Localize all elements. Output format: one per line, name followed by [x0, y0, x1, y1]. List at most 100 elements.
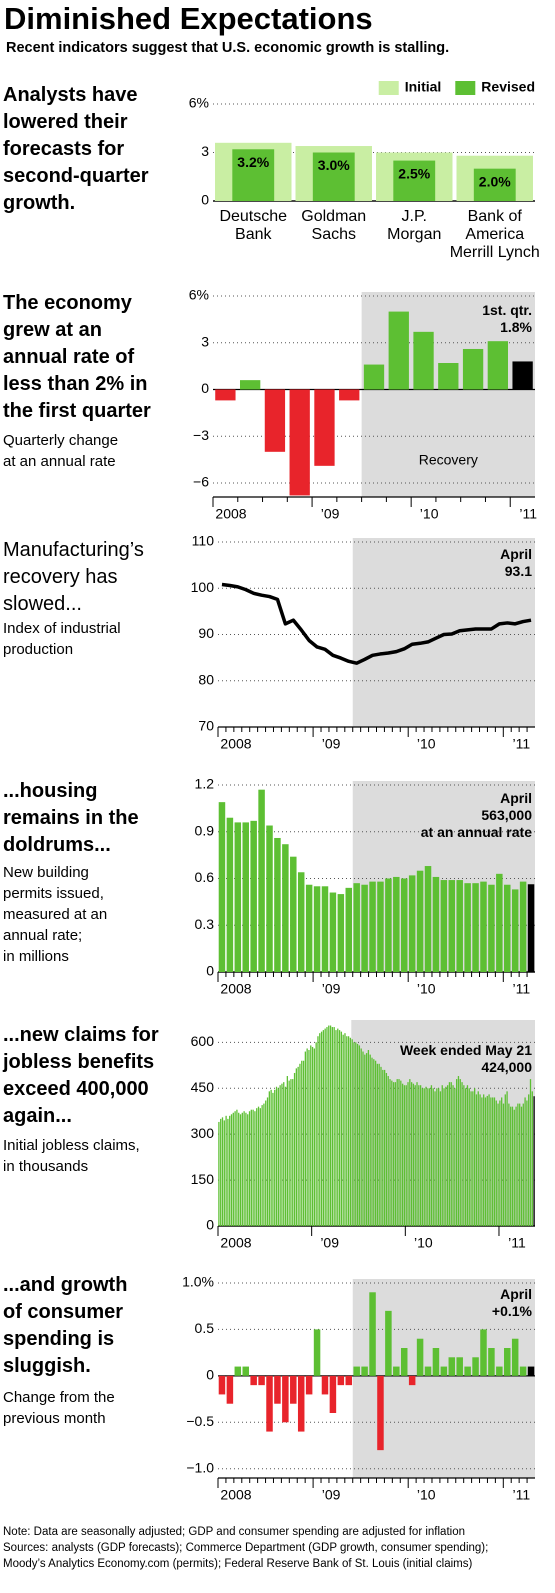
bar [362, 1051, 364, 1226]
bar [360, 1048, 362, 1226]
bar [488, 884, 495, 972]
bar [519, 881, 527, 972]
bar [456, 1079, 458, 1226]
shade-label: Recovery [419, 452, 478, 468]
bar [230, 1114, 233, 1226]
bar [416, 1082, 418, 1226]
y-tick-label: 450 [191, 1079, 215, 1095]
bar [486, 1095, 488, 1226]
bar [289, 389, 310, 496]
bar [319, 1033, 321, 1226]
x-tick-label: 2008 [220, 1487, 251, 1503]
bar [428, 1088, 431, 1226]
bar [227, 1118, 229, 1226]
bar [408, 1375, 416, 1386]
bar [409, 1079, 411, 1226]
bar [331, 1027, 334, 1226]
bar [396, 1079, 398, 1226]
y-tick-label: 0 [206, 1217, 214, 1233]
bar [321, 1375, 329, 1395]
x-tick-label: Bank of America Merrill Lynch [449, 208, 540, 261]
bar [286, 1076, 288, 1226]
bar [339, 389, 360, 401]
x-tick-label: ’10 [420, 506, 439, 522]
bar [388, 311, 409, 390]
bar [387, 1076, 389, 1226]
recovery-shade [352, 538, 535, 727]
bar [487, 341, 509, 390]
x-tick-label: 2008 [220, 981, 251, 997]
bar [480, 881, 487, 972]
bar [225, 1115, 227, 1226]
bar [440, 880, 448, 972]
bar [367, 1050, 370, 1226]
annotation: April 93.1 [500, 546, 532, 579]
bar [519, 1366, 527, 1376]
bar [265, 1100, 267, 1226]
bar [385, 1310, 392, 1376]
bar [266, 1375, 273, 1432]
panel-heading: ...new claims for jobless benefits excee… [3, 1024, 159, 1127]
annotation: April +0.1% [491, 1286, 532, 1319]
bar [465, 1088, 467, 1226]
panel-subtitle: Quarterly change at an annual rate [3, 432, 119, 470]
bar [410, 1082, 413, 1226]
legend-label: Revised [481, 79, 535, 95]
bar [333, 1027, 335, 1226]
y-tick-label: 3 [201, 333, 209, 349]
bar [483, 1094, 485, 1226]
bar [495, 1100, 497, 1226]
bar [473, 168, 516, 201]
bar [306, 1048, 308, 1226]
y-tick-label: 6% [189, 287, 209, 303]
bar [369, 1292, 376, 1376]
bar [232, 149, 275, 201]
bar [305, 1375, 313, 1395]
value-label: 3.2% [237, 154, 269, 170]
bar [497, 1103, 499, 1226]
bar [393, 1366, 400, 1376]
bar [373, 1059, 375, 1226]
bar [290, 856, 297, 972]
bar [279, 1085, 281, 1226]
bar [353, 1366, 360, 1376]
bar [475, 1094, 478, 1226]
y-tick-label: −6 [193, 474, 209, 490]
bar [456, 880, 463, 972]
bar [295, 1068, 297, 1226]
x-tick-label: ’11 [512, 736, 530, 752]
bar [412, 1083, 415, 1226]
bar [401, 1083, 404, 1226]
bar [239, 1114, 242, 1226]
bar [533, 1096, 535, 1226]
bar [355, 1042, 357, 1226]
y-tick-label: 300 [191, 1125, 215, 1141]
bar [284, 1086, 287, 1226]
y-tick-label: 110 [192, 533, 215, 549]
bar [445, 1086, 447, 1226]
bar [484, 1097, 487, 1226]
value-label: 2.5% [398, 165, 430, 181]
bar [468, 1088, 470, 1226]
bar [268, 1091, 270, 1226]
y-tick-label: 80 [198, 671, 214, 687]
bar [308, 1050, 310, 1226]
bar [361, 1366, 368, 1376]
bar [272, 1092, 274, 1226]
bar [400, 1080, 402, 1226]
bar [321, 886, 329, 972]
bar [335, 1030, 337, 1226]
bar [462, 348, 484, 390]
bar [448, 1357, 456, 1376]
page-title: Diminished Expectations [4, 1, 373, 36]
bar [304, 1051, 307, 1226]
bar [226, 1375, 234, 1404]
bar [414, 1085, 416, 1226]
x-tick-label: ’10 [414, 1235, 433, 1251]
bar [258, 789, 265, 972]
bar [504, 1094, 506, 1226]
bar [218, 1375, 226, 1395]
x-tick-label: ’11 [512, 981, 530, 997]
x-tick-label: Deutsche Bank [219, 208, 288, 243]
bar [502, 1103, 505, 1226]
